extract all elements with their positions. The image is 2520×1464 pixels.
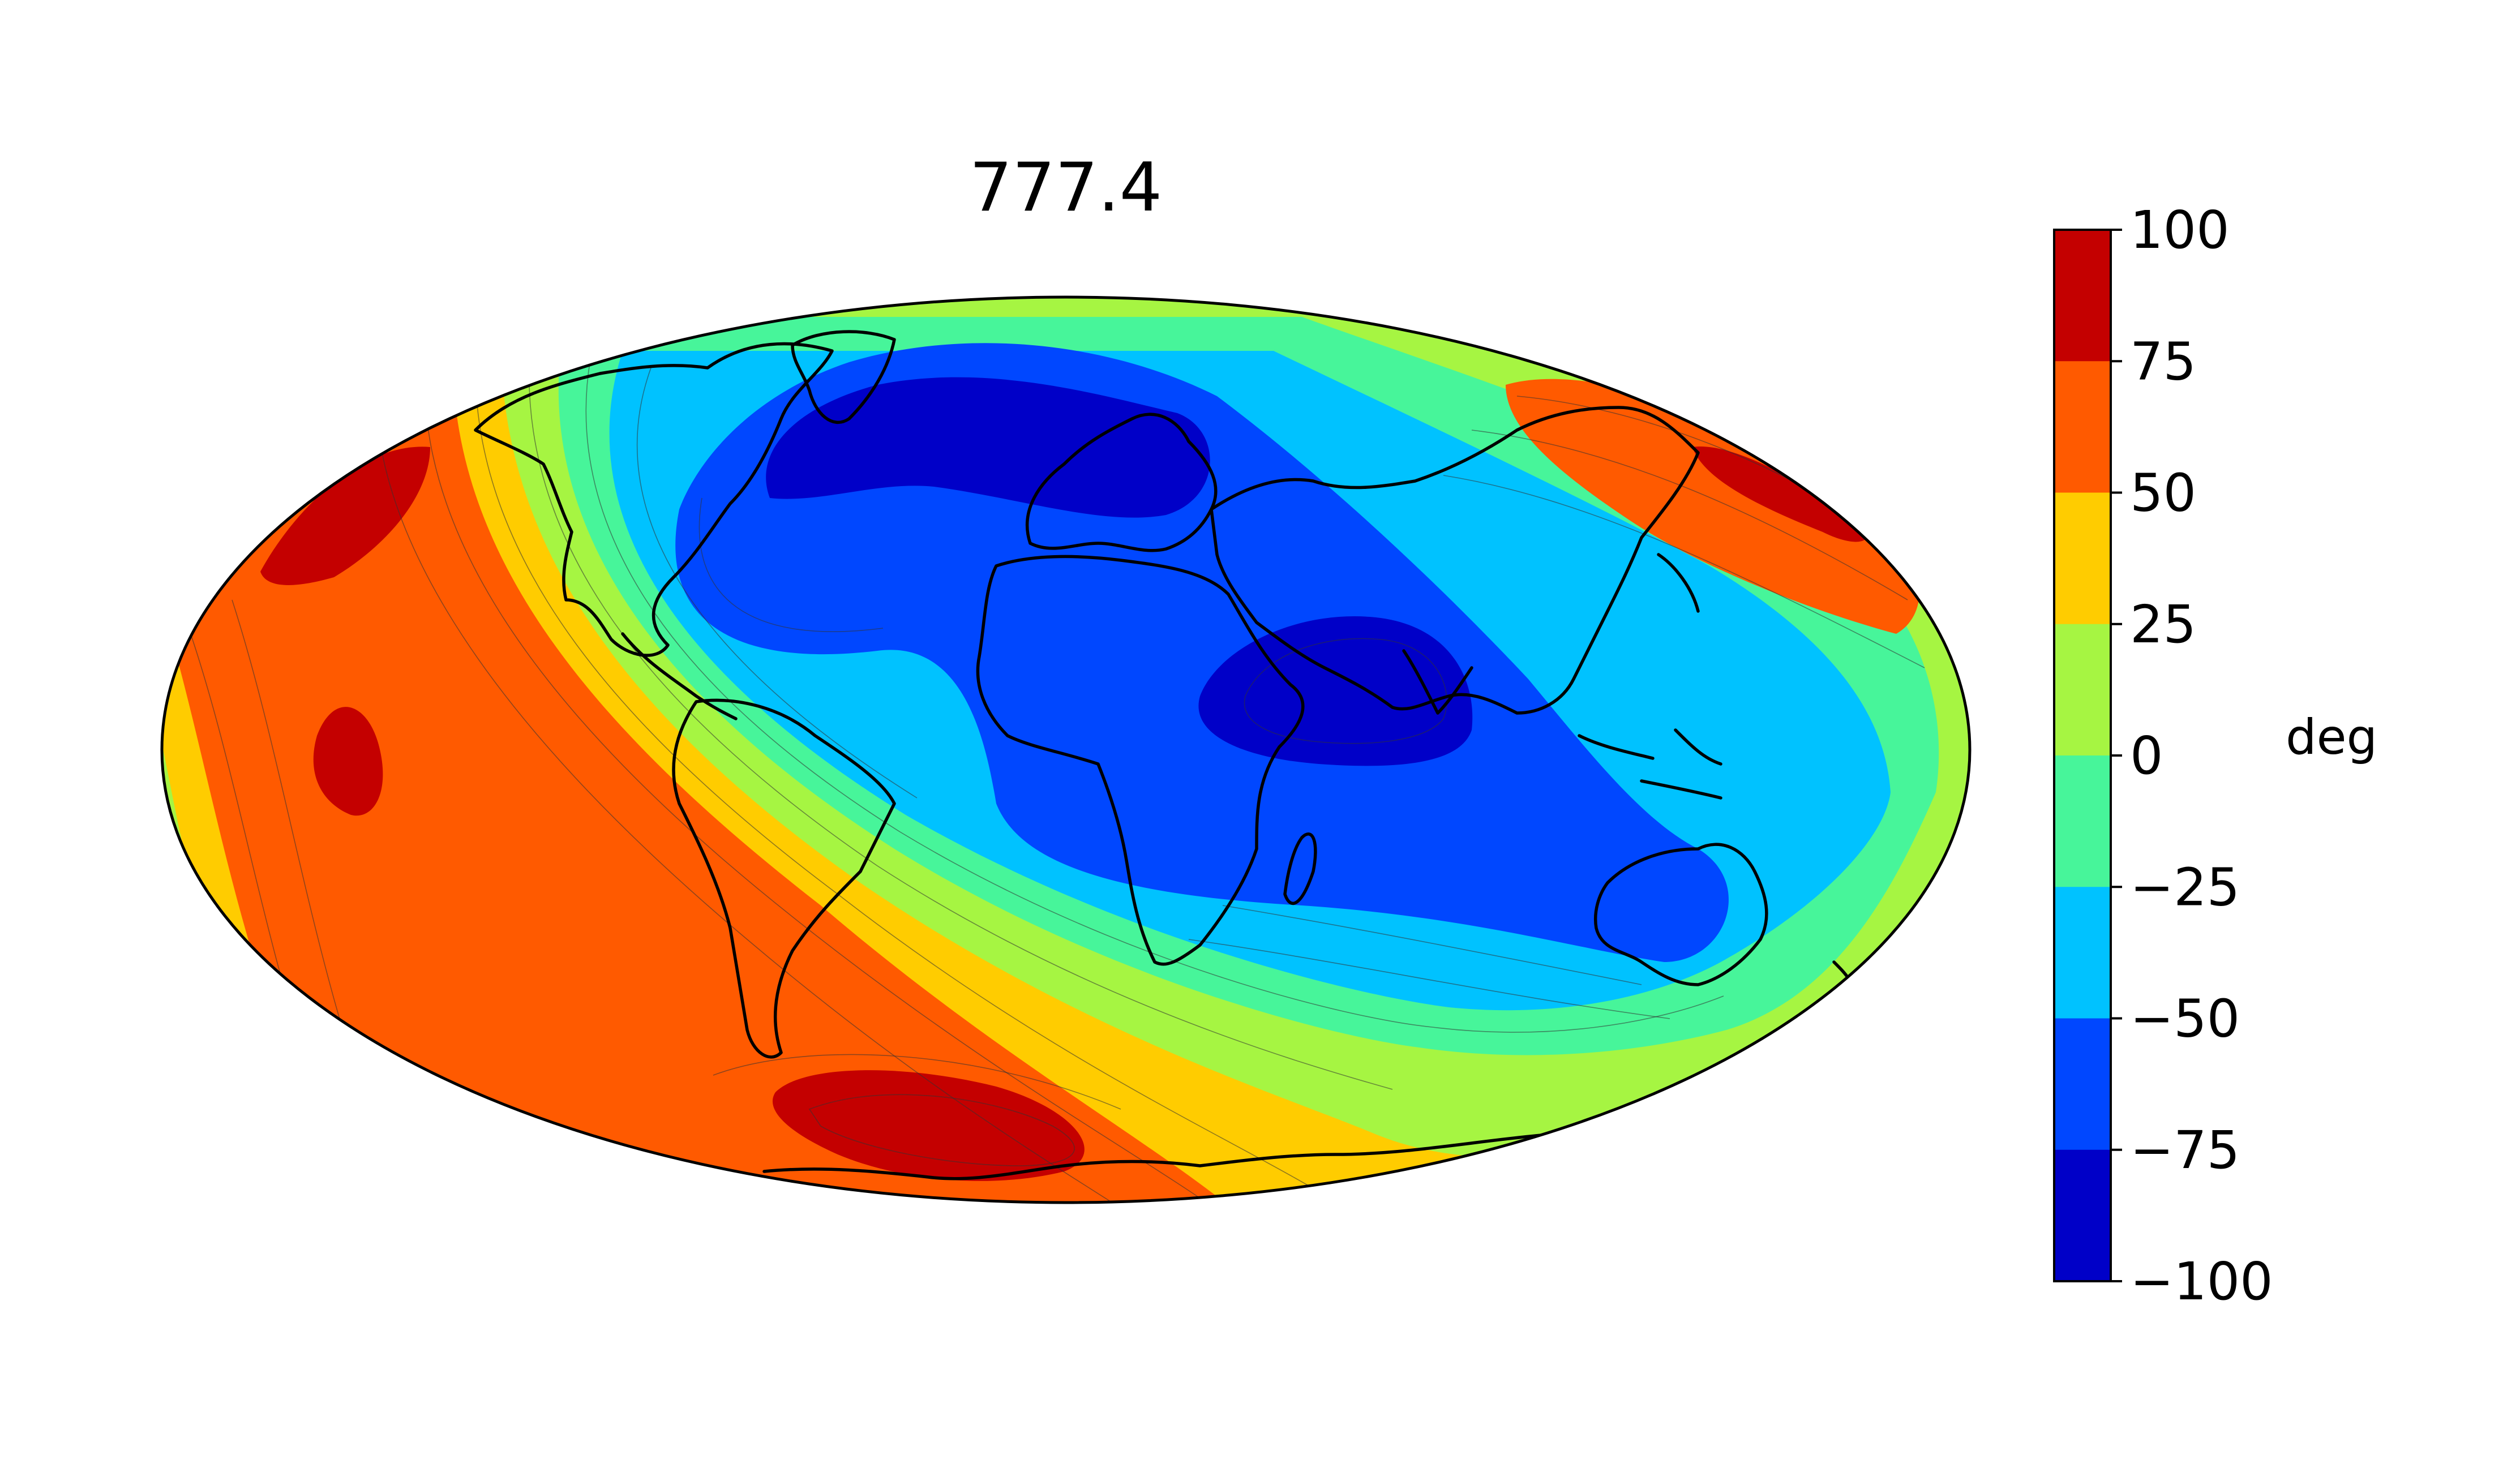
coast-north-america <box>474 342 834 657</box>
coast-indonesia <box>1578 728 1722 800</box>
colorbar-tick-label: 0 <box>2130 725 2163 786</box>
colorbar-tick-label: 25 <box>2130 594 2196 655</box>
coast-greenland <box>791 330 896 424</box>
contour-field <box>162 297 1970 1203</box>
coast-madagascar <box>1283 832 1317 905</box>
map-title: 777.4 <box>970 149 1163 227</box>
colorbar-tick-label: 50 <box>2130 463 2196 523</box>
field-level-75-100-w <box>313 707 383 816</box>
colorbar-tick-label: 75 <box>2130 331 2196 392</box>
coast-europe <box>1026 413 1218 552</box>
field-level-m75-m50 <box>675 343 1729 962</box>
colorbar-tick-label: 100 <box>2130 200 2230 260</box>
colorbar-swatch <box>2054 230 2111 362</box>
coast-antarctica <box>762 1130 1609 1180</box>
field-level-75-100-nw <box>260 447 430 585</box>
colorbar-swatch <box>2054 492 2111 625</box>
contour-lines <box>186 297 1925 1203</box>
coast-asia <box>1210 406 1700 715</box>
colorbar: 100 75 50 25 0 −25 −50 −75 −100 deg <box>2053 200 2377 1312</box>
colorbar-tick-label: −25 <box>2130 857 2240 917</box>
colorbar-swatch <box>2054 887 2111 1019</box>
coast-africa <box>976 555 1305 966</box>
colorbar-unit-label: deg <box>2286 709 2377 766</box>
field-level-75-100-ne-core <box>1692 447 1868 542</box>
colorbar-ticks: 100 75 50 25 0 −25 −50 −75 −100 <box>2111 200 2273 1312</box>
map-globe <box>160 295 1972 1204</box>
colorbar-swatch <box>2054 755 2111 887</box>
colorbar-swatch <box>2054 624 2111 756</box>
coast-australia <box>1593 843 1768 986</box>
colorbar-swatches <box>2054 230 2111 1282</box>
colorbar-swatch <box>2054 1018 2111 1150</box>
field-level-m100-m75-north <box>766 377 1210 518</box>
field-level-75-100-south <box>772 1070 1085 1181</box>
coast-japan <box>1657 553 1700 613</box>
colorbar-tick-label: −100 <box>2130 1251 2273 1312</box>
globe-outline <box>160 295 1972 1204</box>
coast-india <box>1402 649 1473 715</box>
coast-central-america <box>621 632 738 720</box>
field-level-50-75-ne <box>1506 379 1920 634</box>
colorbar-tick-label: −50 <box>2130 989 2240 1049</box>
coast-south-america <box>672 698 896 1059</box>
coastlines <box>474 330 1854 1180</box>
colorbar-swatch <box>2054 361 2111 493</box>
colorbar-swatch <box>2054 1149 2111 1282</box>
colorbar-tick-label: −75 <box>2130 1120 2240 1180</box>
